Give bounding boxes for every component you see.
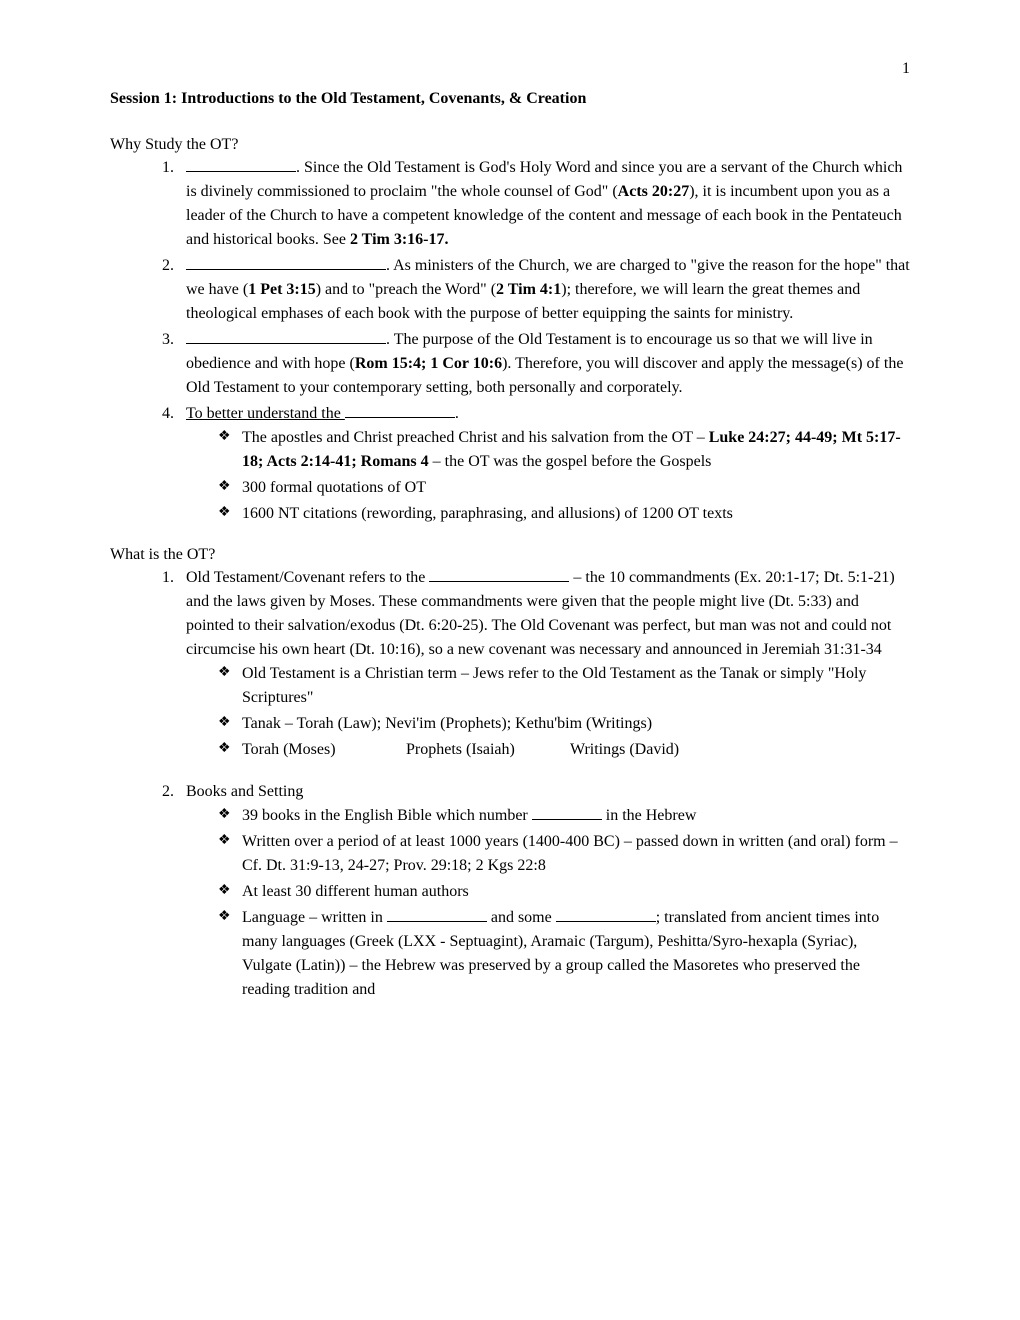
why-list: . Since the Old Testament is God's Holy … bbox=[110, 156, 910, 526]
blank-fill bbox=[387, 907, 487, 922]
why-item-4: To better understand the . The apostles … bbox=[178, 402, 910, 526]
sublist-item: 39 books in the English Bible which numb… bbox=[222, 804, 910, 828]
sublist-item: At least 30 different human authors bbox=[222, 880, 910, 904]
blank-fill bbox=[345, 403, 455, 418]
blank-fill bbox=[532, 805, 602, 820]
col-writings: Writings (David) bbox=[570, 738, 679, 762]
underlined-lead: To better understand the bbox=[186, 405, 345, 422]
why-item-1: . Since the Old Testament is God's Holy … bbox=[178, 156, 910, 252]
blank-fill bbox=[556, 907, 656, 922]
what-item-2: Books and Setting 39 books in the Englis… bbox=[178, 780, 910, 1002]
text: Books and Setting bbox=[186, 783, 303, 800]
sublist-item: Tanak – Torah (Law); Nevi'im (Prophets);… bbox=[222, 712, 910, 736]
text: Old Testament/Covenant refers to the bbox=[186, 569, 429, 586]
text: – the OT was the gospel before the Gospe… bbox=[429, 453, 712, 470]
scripture-ref: Acts 20:27 bbox=[618, 183, 690, 200]
blank-fill bbox=[186, 157, 296, 172]
why-item-3: . The purpose of the Old Testament is to… bbox=[178, 328, 910, 400]
text: ) and to "preach the Word" ( bbox=[316, 281, 496, 298]
text: Language – written in bbox=[242, 909, 387, 926]
sublist-item: 300 formal quotations of OT bbox=[222, 476, 910, 500]
what-list: Old Testament/Covenant refers to the – t… bbox=[110, 566, 910, 1002]
scripture-ref: 1 Pet 3:15 bbox=[248, 281, 316, 298]
what-item-1: Old Testament/Covenant refers to the – t… bbox=[178, 566, 910, 762]
session-title: Session 1: Introductions to the Old Test… bbox=[110, 90, 910, 108]
heading-what: What is the OT? bbox=[110, 546, 910, 564]
text: in the Hebrew bbox=[602, 807, 697, 824]
heading-why: Why Study the OT? bbox=[110, 136, 910, 154]
sublist-item: Old Testament is a Christian term – Jews… bbox=[222, 662, 910, 710]
text: The apostles and Christ preached Christ … bbox=[242, 429, 709, 446]
col-torah: Torah (Moses) bbox=[242, 738, 402, 762]
sublist-item: Language – written in and some ; transla… bbox=[222, 906, 910, 1002]
why-item-2: . As ministers of the Church, we are cha… bbox=[178, 254, 910, 326]
what-item-1-sublist: Old Testament is a Christian term – Jews… bbox=[186, 662, 910, 762]
text: 39 books in the English Bible which numb… bbox=[242, 807, 532, 824]
blank-fill bbox=[429, 567, 569, 582]
why-item-4-sublist: The apostles and Christ preached Christ … bbox=[186, 426, 910, 526]
col-prophets: Prophets (Isaiah) bbox=[406, 738, 566, 762]
blank-fill bbox=[186, 329, 386, 344]
sublist-item: The apostles and Christ preached Christ … bbox=[222, 426, 910, 474]
scripture-ref: 2 Tim 3:16-17. bbox=[350, 231, 449, 248]
scripture-ref: 2 Tim 4:1 bbox=[496, 281, 561, 298]
sublist-item: 1600 NT citations (rewording, paraphrasi… bbox=[222, 502, 910, 526]
sublist-item: Torah (Moses) Prophets (Isaiah) Writings… bbox=[222, 738, 910, 762]
text: and some bbox=[487, 909, 556, 926]
page-number: 1 bbox=[902, 60, 910, 78]
what-item-2-sublist: 39 books in the English Bible which numb… bbox=[186, 804, 910, 1002]
sublist-item: Written over a period of at least 1000 y… bbox=[222, 830, 910, 878]
scripture-ref: Rom 15:4; 1 Cor 10:6 bbox=[355, 355, 502, 372]
blank-fill bbox=[186, 255, 386, 270]
